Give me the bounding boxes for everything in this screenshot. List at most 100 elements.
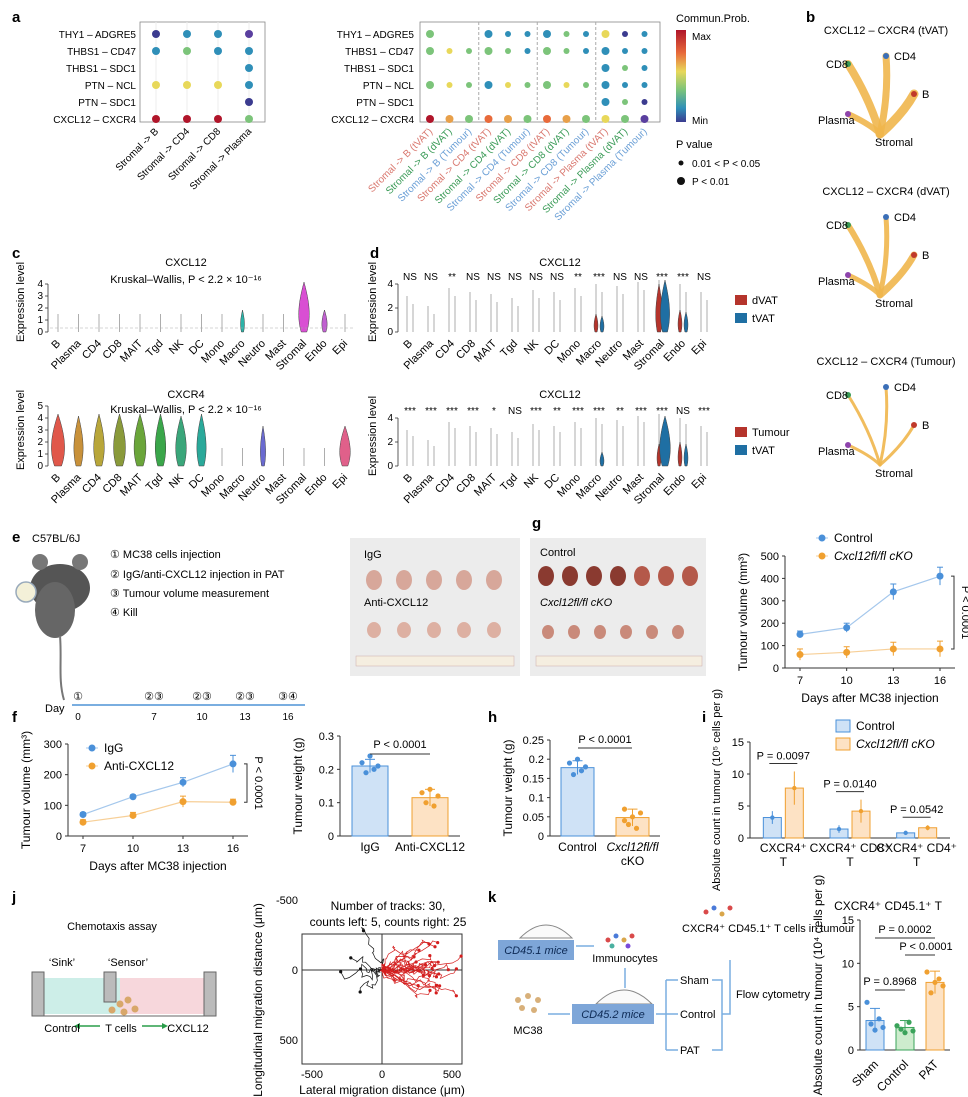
i-category-label: CXCR4⁺ bbox=[760, 841, 807, 855]
e-tumour-igg bbox=[486, 570, 502, 590]
chamber-wall-mid bbox=[103, 971, 117, 1003]
j-assay-title: Chemotaxis assay bbox=[67, 921, 157, 933]
j-track-end bbox=[414, 960, 418, 964]
panel-e: e C57BL/6J ① MC38 cells injection ② IgG/… bbox=[12, 529, 305, 723]
b-node-label: CD8 bbox=[826, 220, 848, 232]
j-label-cxcl12: CXCL12 bbox=[167, 1023, 209, 1035]
b-node-label: Plasma bbox=[818, 276, 856, 288]
a-legend-min: Min bbox=[692, 116, 708, 127]
bar-y-tick-label: 0 bbox=[848, 1045, 854, 1057]
c-violin bbox=[154, 413, 167, 467]
j-track bbox=[381, 945, 419, 971]
d-violin bbox=[599, 451, 605, 467]
bar-point bbox=[375, 763, 381, 769]
bar-point bbox=[625, 821, 632, 828]
line-point bbox=[796, 630, 804, 638]
d-violin bbox=[683, 311, 689, 333]
c-cell-label: MAIT bbox=[118, 471, 145, 498]
b-node bbox=[845, 222, 851, 228]
bar-y-tick-label: 0 bbox=[538, 831, 544, 843]
bar-y-tick-label: 5 bbox=[848, 1002, 854, 1014]
y-tick-label: 1 bbox=[37, 449, 43, 460]
a-left-row-labels: THY1 – ADGRE5 THBS1 – CD47 THBS1 – SDC1 PTN… bbox=[53, 30, 136, 126]
j-track-title-1: Number of tracks: 30, bbox=[331, 899, 446, 913]
a-right-dot bbox=[543, 30, 551, 38]
e-timeline-mark: ① bbox=[73, 691, 83, 703]
g-photo: g Control Cxcl12fl/fl cKO bbox=[530, 515, 706, 676]
bar-y-tick-label: 0.25 bbox=[523, 735, 544, 747]
d-bottom-sig: *** bbox=[425, 406, 437, 417]
bar-point bbox=[936, 976, 942, 982]
e-photo: IgG Anti-CXCL12 bbox=[350, 538, 520, 676]
tcell-dot bbox=[116, 1000, 124, 1008]
a-right-dot bbox=[641, 65, 648, 71]
c-cell-label: NK bbox=[167, 471, 187, 491]
e-tumour-anti bbox=[487, 622, 501, 638]
d-bottom-title: CXCL12 bbox=[539, 389, 581, 401]
i-point bbox=[836, 826, 842, 832]
c-cell-label: Epi bbox=[330, 338, 350, 358]
d-top-sig: NS bbox=[403, 272, 417, 283]
j-y-tick-label: 0 bbox=[292, 965, 298, 977]
a-right-dot bbox=[583, 82, 589, 88]
bar-point bbox=[574, 756, 581, 762]
d-violin bbox=[677, 441, 683, 467]
i-legend-control: Control bbox=[856, 719, 895, 733]
b-network-title: CXCL12 – CXCR4 (Tumour) bbox=[817, 356, 956, 368]
line-point bbox=[229, 760, 237, 768]
a-legend-title: Commun.Prob. bbox=[676, 13, 750, 25]
e-photo-anti: Anti-CXCL12 bbox=[364, 597, 428, 609]
bar-point bbox=[578, 768, 585, 774]
j-track-plot: -500 0 500 -500 0 500 Lateral migration distan… bbox=[251, 895, 465, 1097]
a-right-dot bbox=[484, 81, 493, 89]
bar-point bbox=[898, 1026, 904, 1032]
a-right-dot bbox=[505, 82, 511, 88]
d-cell-label: B bbox=[401, 338, 415, 352]
i-y-tick-label: 15 bbox=[732, 737, 744, 749]
d-bottom-sig: *** bbox=[635, 406, 647, 417]
a-right-dot bbox=[583, 31, 589, 37]
a-right-row-label: THBS1 – CD47 bbox=[345, 47, 414, 58]
a-legend-max: Max bbox=[692, 32, 711, 43]
j-track-end bbox=[349, 956, 353, 960]
line-ylabel: Tumour volume (mm³) bbox=[736, 553, 750, 671]
j-x-tick-label: -500 bbox=[301, 1069, 323, 1081]
i-point bbox=[770, 815, 775, 820]
i-pval: P = 0.0542 bbox=[890, 804, 943, 816]
g-tumour-cko bbox=[568, 625, 580, 639]
a-right-dot bbox=[426, 115, 434, 123]
d-bottom-sig: *** bbox=[404, 406, 416, 417]
line-legend-label: Anti-CXCL12 bbox=[104, 759, 174, 773]
a-pvalue-2: P < 0.01 bbox=[692, 177, 730, 188]
y-tick-label: 3 bbox=[37, 425, 43, 436]
a-left-dot bbox=[183, 47, 191, 55]
a-right-dot bbox=[641, 48, 648, 54]
d-top-sig: *** bbox=[593, 272, 605, 283]
d-bottom-sig: ** bbox=[553, 406, 561, 417]
line-y-tick-label: 100 bbox=[761, 641, 779, 653]
a-right-dot bbox=[622, 99, 628, 105]
d-top-sig: NS bbox=[424, 272, 438, 283]
j-track bbox=[381, 963, 437, 993]
a-left-dot bbox=[152, 115, 160, 123]
d-bottom-sig: *** bbox=[656, 406, 668, 417]
d-legend-swatch-dvat bbox=[735, 295, 747, 305]
bar-y-tick-label: 10 bbox=[842, 958, 854, 970]
bar-point bbox=[928, 990, 934, 996]
a-right-dot bbox=[543, 81, 551, 89]
b-node bbox=[845, 272, 851, 278]
e-tumour-anti bbox=[427, 622, 441, 638]
j-track bbox=[381, 961, 457, 980]
line-y-tick-label: 300 bbox=[761, 596, 779, 608]
bar-y-tick-label: 0 bbox=[328, 831, 334, 843]
line-x-tick-label: 7 bbox=[80, 843, 86, 855]
j-track-end bbox=[428, 988, 432, 992]
line-point bbox=[129, 793, 137, 801]
bar-point bbox=[419, 790, 425, 796]
j-track-title-2: counts left: 5, counts right: 25 bbox=[310, 915, 467, 929]
y-tick-label: 4 bbox=[387, 279, 393, 290]
a-left-dot bbox=[245, 98, 253, 106]
k-mice2: CD45.2 mice bbox=[581, 1009, 645, 1021]
i-category-label: CXCR4⁺ CD8⁺ bbox=[810, 841, 891, 855]
line-point bbox=[936, 645, 944, 653]
